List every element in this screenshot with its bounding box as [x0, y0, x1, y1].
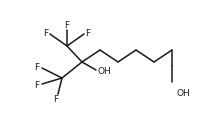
Text: F: F	[34, 82, 39, 91]
Text: F: F	[34, 64, 39, 72]
Text: F: F	[64, 20, 69, 30]
Text: F: F	[85, 29, 90, 38]
Text: F: F	[43, 29, 48, 38]
Text: F: F	[53, 95, 58, 103]
Text: OH: OH	[175, 90, 189, 98]
Text: OH: OH	[97, 68, 110, 76]
